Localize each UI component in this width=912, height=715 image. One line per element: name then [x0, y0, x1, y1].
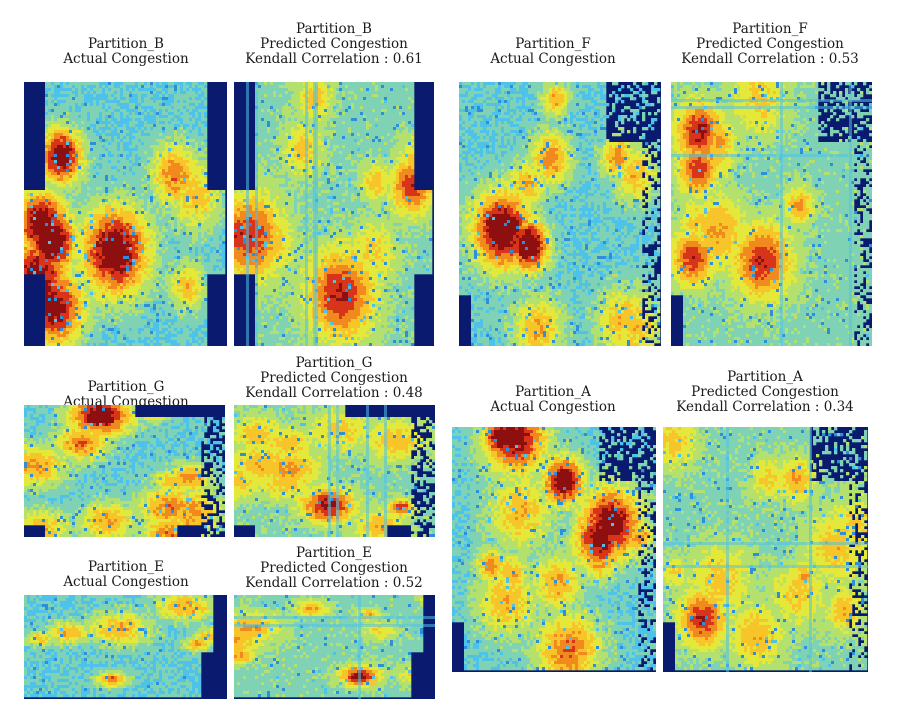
heatmap-F-predicted [671, 82, 872, 346]
panel-title-line: Kendall Correlation : 0.34 [655, 400, 875, 415]
prediction-grid-artifacts [246, 82, 318, 346]
heatmap-A-predicted [663, 427, 868, 672]
panel-title-line: Actual Congestion [16, 52, 236, 67]
panel-title-line: Kendall Correlation : 0.52 [224, 576, 444, 591]
heatmap-B-predicted [234, 82, 434, 346]
panel-title-line: Actual Congestion [443, 52, 663, 67]
prediction-grid-artifacts [234, 595, 435, 699]
heatmap-F-actual [459, 82, 661, 346]
heatmap-cells [24, 405, 225, 537]
prediction-grid-artifacts [671, 82, 872, 346]
panel-title-B-actual: Partition_B Actual Congestion [16, 37, 236, 67]
panel-title-B-predicted: Partition_B Predicted Congestion Kendall C… [224, 22, 444, 67]
heatmap-E-actual [24, 595, 227, 699]
panel-title-line: Partition_E [224, 546, 444, 561]
panel-title-line: Predicted Congestion [655, 385, 875, 400]
panel-title-E-actual: Partition_E Actual Congestion [16, 560, 236, 590]
heatmap-cells [234, 82, 433, 346]
panel-title-line: Partition_A [443, 385, 663, 400]
panel-title-line: Partition_G [224, 356, 444, 371]
prediction-grid-artifacts [328, 405, 387, 537]
heatmap-cells [459, 82, 661, 346]
panel-title-line: Predicted Congestion [224, 561, 444, 576]
heatmap-cells [452, 427, 656, 671]
panel-title-line: Actual Congestion [16, 575, 236, 590]
panel-title-A-predicted: Partition_A Predicted Congestion Kendall C… [655, 370, 875, 415]
panel-title-F-actual: Partition_F Actual Congestion [443, 37, 663, 67]
panel-title-line: Predicted Congestion [224, 371, 444, 386]
heatmap-cells [234, 405, 435, 537]
panel-title-line: Partition_A [655, 370, 875, 385]
panel-title-line: Partition_F [660, 22, 880, 37]
panel-title-line: Partition_B [16, 37, 236, 52]
panel-title-line: Kendall Correlation : 0.48 [224, 386, 444, 401]
panel-title-line: Partition_G [16, 380, 236, 395]
heatmap-G-predicted [234, 405, 435, 537]
heatmap-B-actual [24, 82, 227, 346]
panel-title-line: Actual Congestion [443, 400, 663, 415]
prediction-grid-artifacts [663, 427, 868, 672]
panel-title-line: Predicted Congestion [224, 37, 444, 52]
panel-title-F-predicted: Partition_F Predicted Congestion Kendall C… [660, 22, 880, 67]
panel-title-G-predicted: Partition_G Predicted Congestion Kendall C… [224, 356, 444, 401]
heatmap-cells [24, 595, 214, 698]
panel-title-line: Partition_B [224, 22, 444, 37]
panel-title-line: Kendall Correlation : 0.61 [224, 52, 444, 67]
panel-title-line: Predicted Congestion [660, 37, 880, 52]
heatmap-cells [24, 82, 226, 346]
heatmap-E-predicted [234, 595, 435, 699]
panel-title-line: Partition_E [16, 560, 236, 575]
heatmap-cells [234, 595, 424, 698]
panel-title-E-predicted: Partition_E Predicted Congestion Kendall C… [224, 546, 444, 591]
panel-title-A-actual: Partition_A Actual Congestion [443, 385, 663, 415]
heatmap-G-actual [24, 405, 225, 537]
panel-title-line: Kendall Correlation : 0.53 [660, 52, 880, 67]
panel-title-line: Partition_F [443, 37, 663, 52]
heatmap-A-actual [452, 427, 656, 672]
